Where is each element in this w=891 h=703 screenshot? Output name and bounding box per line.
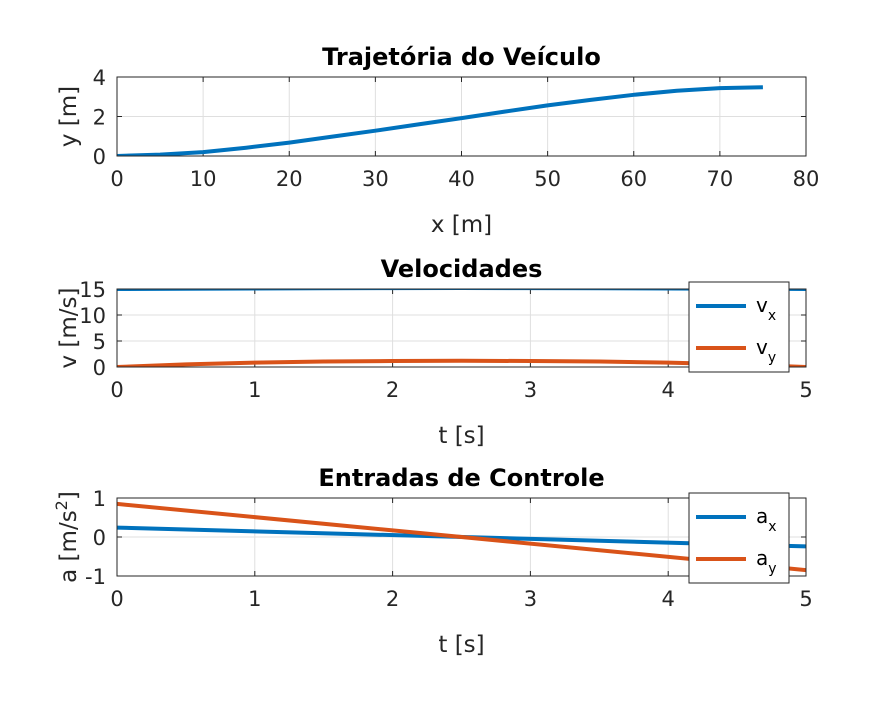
axes-box: [116, 76, 807, 157]
legend-label-x: ax: [756, 504, 777, 535]
x-tick-label: 0: [110, 167, 123, 191]
y-axis-label: y [m]: [56, 86, 82, 147]
x-tick-label: 50: [534, 167, 561, 191]
x-tick-label: 4: [662, 378, 675, 402]
chart-1: 0 10 20 30 40 50 60 70 80 0 2 4 Trajetória do Veícul…: [56, 43, 819, 238]
x-tick-label: 1: [248, 587, 261, 611]
y-tick-label: 4: [93, 66, 106, 90]
legend-label-y: vy: [756, 335, 776, 366]
chart-title: Entradas de Controle: [318, 464, 604, 492]
x-tick-label: 5: [799, 587, 812, 611]
x-tick-label: 3: [524, 378, 537, 402]
y-tick-label: 5: [93, 330, 106, 354]
chart-title: Velocidades: [381, 255, 543, 283]
chart-title: Trajetória do Veículo: [322, 43, 601, 71]
y-axis-label: a [m/s2]: [52, 491, 82, 583]
x-tick-label: 0: [110, 587, 123, 611]
x-tick-label: 2: [386, 587, 399, 611]
legend: ax ay: [688, 492, 790, 584]
x-tick-label: 1: [248, 378, 261, 402]
axes-box: [116, 288, 807, 368]
y-tick-label: 2: [93, 106, 106, 130]
x-tick-label: 4: [662, 587, 675, 611]
x-axis-label: t [s]: [438, 423, 484, 449]
x-tick-label: 5: [799, 378, 812, 402]
legend: vx vy: [688, 281, 790, 373]
x-tick-label: 40: [448, 167, 475, 191]
y-tick-label: 10: [79, 304, 106, 328]
y-axis-label: v [m/s]: [56, 287, 82, 368]
y-tick-label: -1: [85, 565, 106, 589]
x-tick-label: 10: [190, 167, 217, 191]
y-tick-label: 0: [93, 356, 106, 380]
x-tick-label: 70: [707, 167, 734, 191]
y-tick-label: 0: [93, 145, 106, 169]
x-tick-label: 0: [110, 378, 123, 402]
legend-box: [688, 281, 790, 373]
legend-label-y: ay: [756, 546, 777, 577]
x-tick-label: 60: [620, 167, 647, 191]
y-tick-label: 1: [93, 487, 106, 511]
x-tick-label: 30: [362, 167, 389, 191]
x-tick-label: 20: [276, 167, 303, 191]
legend-box: [688, 492, 790, 584]
y-tick-label: 15: [79, 278, 106, 302]
x-axis-label: t [s]: [438, 632, 484, 658]
axes-box: [116, 497, 807, 577]
series-line-1: [117, 85, 763, 156]
x-axis-label: x [m]: [431, 212, 492, 238]
x-tick-label: 80: [793, 167, 820, 191]
y-tick-label: 0: [93, 526, 106, 550]
x-tick-label: 2: [386, 378, 399, 402]
legend-label-x: vx: [756, 293, 776, 324]
x-tick-label: 3: [524, 587, 537, 611]
